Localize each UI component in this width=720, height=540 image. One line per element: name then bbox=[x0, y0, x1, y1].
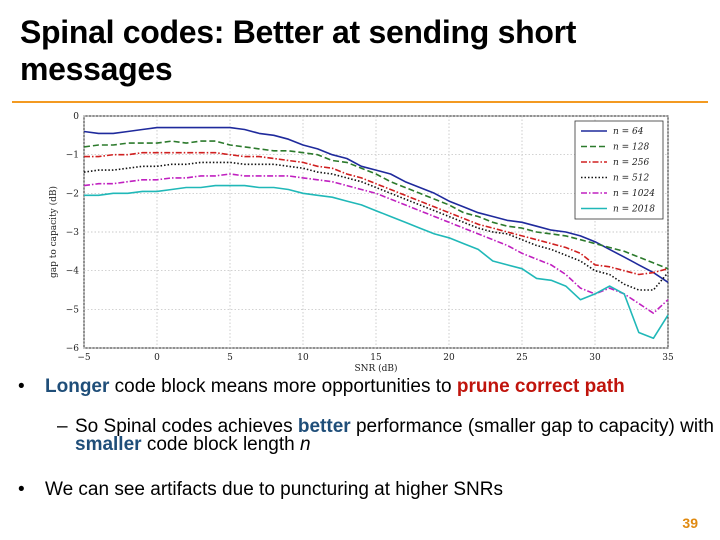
series-line-2 bbox=[84, 151, 669, 276]
bullet-text: We can see artifacts due to puncturing a… bbox=[45, 479, 504, 500]
y-axis-label: gap to capacity (dB) bbox=[48, 186, 59, 278]
bullet-marker: • bbox=[18, 479, 25, 500]
slide-title: Spinal codes: Better at sending short me… bbox=[20, 14, 577, 87]
bullet-text-segment: So Spinal codes achieves bbox=[75, 416, 298, 437]
legend-label: n = 1024 bbox=[613, 189, 655, 199]
emphasis-better: better bbox=[297, 416, 351, 437]
y-tick-label: −2 bbox=[66, 189, 79, 199]
x-tick-label: 5 bbox=[227, 353, 233, 363]
y-tick-label: −1 bbox=[66, 151, 79, 161]
series-line-0 bbox=[83, 126, 669, 283]
bullet-text-segment: code block length bbox=[141, 434, 300, 455]
bullet-text: Longer code block means more opportuniti… bbox=[45, 376, 711, 397]
sub-bullet-text: So Spinal codes achieves better performa… bbox=[75, 416, 715, 455]
y-tick-label: 0 bbox=[73, 112, 79, 122]
x-tick-label: 35 bbox=[662, 353, 674, 363]
emphasis-longer: Longer bbox=[45, 376, 110, 397]
emphasis-smaller: smaller bbox=[75, 434, 142, 455]
legend-label: n = 256 bbox=[613, 158, 650, 168]
x-tick-label: 30 bbox=[589, 353, 601, 363]
legend-label: n = 2018 bbox=[613, 205, 655, 215]
y-tick-label: −5 bbox=[66, 305, 80, 315]
slide-number: 39 bbox=[682, 515, 698, 531]
x-tick-label: 20 bbox=[443, 353, 455, 363]
chart-container: −5 0 5 10 15 20 25 30 35 0 −1 −2 −3 −4 −5 −6 SNR (dB) gap… bbox=[44, 106, 684, 374]
x-tick-label: 15 bbox=[370, 353, 382, 363]
bullet-text-segment: code block means more opportunities to bbox=[109, 376, 457, 397]
x-tick-label: 10 bbox=[297, 353, 309, 363]
x-axis-label: SNR (dB) bbox=[354, 363, 397, 374]
series-line-4 bbox=[83, 173, 669, 314]
legend-label: n = 64 bbox=[613, 127, 644, 137]
variable-n: n bbox=[300, 434, 311, 455]
y-tick-label: −4 bbox=[66, 267, 80, 277]
bullet-text-segment: performance (smaller gap to capacity) wi… bbox=[350, 416, 714, 437]
series-line-1 bbox=[83, 140, 669, 270]
legend-label: n = 512 bbox=[613, 174, 650, 184]
x-tick-label: 25 bbox=[516, 353, 528, 363]
x-tick-label: 0 bbox=[154, 353, 160, 363]
bullet-marker: • bbox=[18, 376, 25, 397]
emphasis-prune-correct-path: prune correct path bbox=[456, 376, 625, 397]
x-tick-label: −5 bbox=[77, 353, 91, 363]
sub-bullet-marker: – bbox=[57, 416, 68, 437]
y-tick-label: −3 bbox=[66, 228, 80, 238]
legend-box bbox=[574, 120, 664, 220]
y-tick-label: −6 bbox=[66, 344, 80, 354]
title-divider bbox=[12, 101, 708, 103]
legend-label: n = 128 bbox=[613, 143, 650, 153]
series-line-5 bbox=[84, 184, 669, 340]
